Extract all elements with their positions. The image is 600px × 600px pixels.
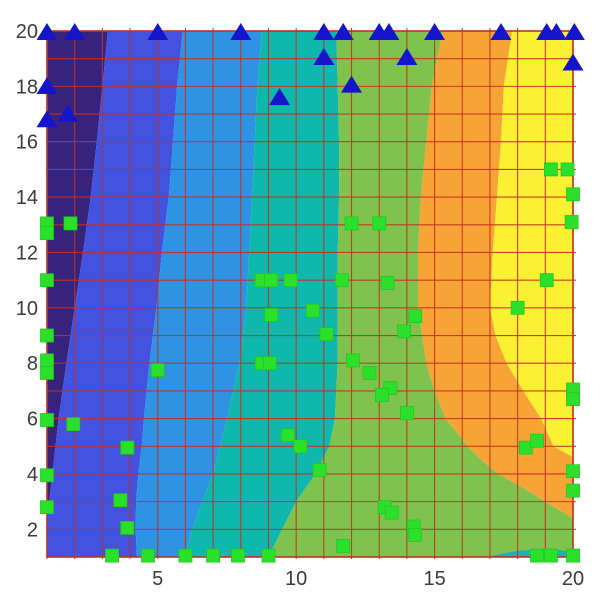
scatter-marker-blue-triangle: [313, 47, 335, 65]
scatter-marker-green-square: [280, 428, 295, 443]
scatter-marker-green-square: [375, 388, 389, 402]
band-4-teal: [185, 31, 340, 557]
scatter-marker-blue-triangle: [563, 23, 585, 41]
scatter-marker-green-square: [40, 353, 54, 368]
band-1-indigo: [47, 31, 108, 557]
scatter-marker-green-square: [334, 273, 349, 288]
band-3-dodger-blue: [135, 31, 262, 557]
scatter-marker-green-square: [305, 303, 320, 318]
band-7-yellow: [489, 31, 573, 458]
scatter-marker-green-square: [345, 353, 360, 368]
scatter-marker-green-square: [564, 215, 579, 229]
y-axis-tick-label: 16: [16, 132, 38, 154]
y-axis-tick-label: 18: [16, 76, 38, 98]
scatter-marker-green-square: [380, 275, 395, 290]
scatter-marker-green-square: [264, 307, 279, 322]
scatter-marker-blue-triangle: [57, 104, 79, 122]
scatter-marker-green-square: [319, 327, 334, 342]
scatter-marker-green-square: [544, 162, 558, 177]
x-axis-tick-label: 5: [152, 568, 163, 590]
scatter-marker-green-square: [141, 548, 155, 563]
scatter-marker-green-square: [510, 300, 525, 315]
y-axis-tick-label: 8: [27, 353, 38, 375]
y-axis-tick-label: 12: [16, 242, 38, 264]
scatter-marker-blue-triangle: [332, 23, 354, 41]
band-2-royal-blue: [47, 31, 183, 557]
scatter-marker-green-square: [261, 548, 276, 563]
scatter-marker-green-square: [399, 406, 414, 420]
scatter-marker-green-square: [40, 328, 54, 343]
scatter-marker-green-square: [362, 365, 377, 380]
scatter-marker-green-square: [372, 216, 387, 231]
scatter-marker-green-square: [530, 433, 544, 448]
scatter-marker-green-square: [120, 521, 135, 535]
scatter-marker-green-square: [40, 226, 54, 241]
y-axis-tick-label: 2: [27, 519, 38, 541]
scatter-marker-blue-triangle: [147, 23, 169, 41]
scatter-marker-blue-triangle: [378, 23, 400, 41]
scatter-marker-green-square: [397, 324, 412, 339]
scatter-marker-green-square: [231, 548, 245, 563]
scatter-marker-green-square: [206, 548, 221, 563]
scatter-marker-green-square: [105, 548, 119, 563]
scatter-marker-blue-triangle: [269, 88, 291, 106]
scatter-marker-green-square: [344, 216, 359, 231]
scatter-marker-blue-triangle: [36, 77, 58, 95]
y-axis-tick-label: 20: [16, 21, 38, 43]
scatter-marker-blue-triangle: [313, 23, 335, 41]
scatter-marker-green-square: [408, 528, 423, 542]
scatter-marker-green-square: [336, 539, 351, 553]
scatter-marker-green-square: [262, 356, 277, 371]
scatter-marker-green-square: [264, 273, 279, 288]
scatter-marker-green-square: [40, 413, 54, 427]
scatter-marker-green-square: [63, 216, 78, 231]
y-axis-tick-label: 14: [16, 187, 38, 209]
scatter-marker-green-square: [178, 548, 193, 563]
scatter-marker-green-square: [566, 464, 580, 479]
scatter-marker-blue-triangle: [396, 47, 418, 65]
scatter-marker-green-square: [530, 548, 544, 563]
scatter-marker-blue-triangle: [36, 110, 58, 128]
scatter-marker-green-square: [40, 365, 54, 380]
scatter-marker-blue-triangle: [64, 23, 86, 41]
scatter-marker-blue-triangle: [341, 75, 363, 93]
scatter-marker-blue-triangle: [545, 23, 567, 41]
scatter-marker-green-square: [566, 483, 580, 498]
x-axis-tick-label: 20: [562, 568, 584, 590]
plot-border: [46, 30, 574, 558]
x-axis-tick-label: 15: [423, 568, 445, 590]
scatter-marker-blue-triangle: [230, 23, 252, 41]
scatter-marker-blue-triangle: [562, 53, 584, 71]
scatter-marker-green-square: [293, 439, 308, 454]
scatter-marker-green-square: [113, 493, 128, 508]
scatter-marker-green-square: [120, 440, 135, 455]
y-axis-tick-label: 10: [16, 298, 38, 320]
scatter-marker-green-square: [40, 273, 54, 288]
scatter-marker-green-square: [312, 462, 327, 477]
scatter-marker-green-square: [283, 273, 298, 288]
scatter-marker-blue-triangle: [36, 23, 58, 41]
band-6-orange: [418, 31, 573, 519]
scatter-marker-blue-triangle: [424, 23, 446, 41]
y-axis-tick-label: 6: [27, 409, 38, 431]
scatter-marker-green-square: [560, 162, 575, 177]
band-5-green: [268, 31, 573, 557]
scatter-marker-green-square: [539, 273, 554, 288]
scatter-marker-green-square: [566, 548, 580, 563]
x-axis-tick-label: 10: [285, 568, 307, 590]
scatter-marker-green-square: [566, 392, 580, 407]
scatter-marker-blue-triangle: [490, 23, 512, 41]
scatter-marker-green-square: [544, 548, 558, 563]
scatter-marker-green-square: [66, 417, 81, 432]
scatter-marker-green-square: [40, 500, 54, 515]
scatter-marker-green-square: [40, 468, 54, 483]
scatter-marker-green-square: [384, 505, 399, 520]
y-axis-tick-label: 4: [27, 464, 38, 486]
scatter-marker-green-square: [566, 187, 580, 202]
scatter-marker-green-square: [408, 309, 423, 324]
scatter-marker-green-square: [150, 363, 165, 378]
